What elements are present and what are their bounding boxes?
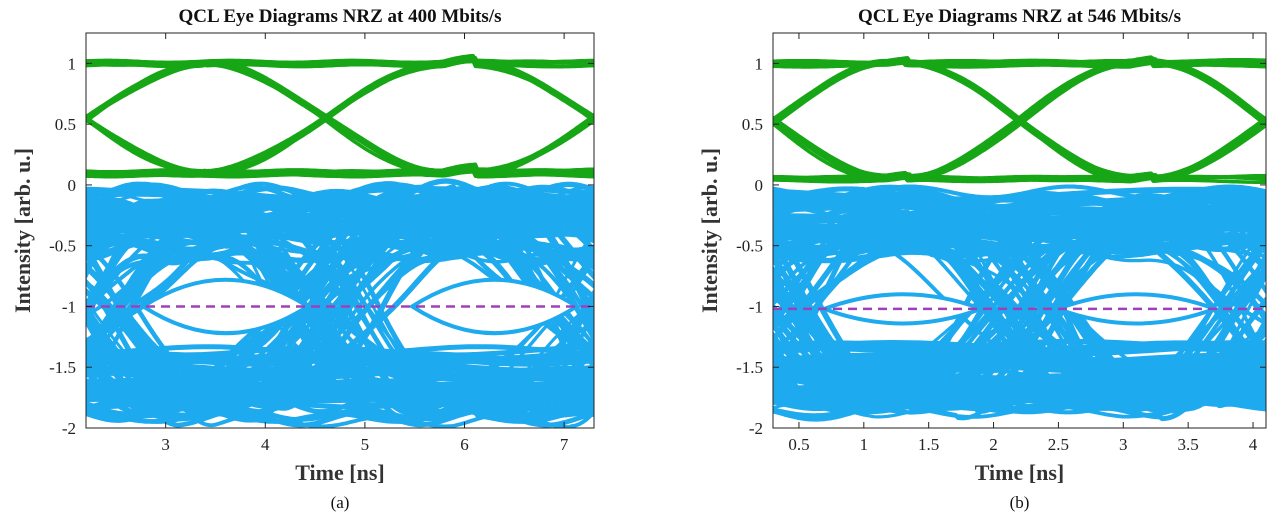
eye-trace-lower [86,213,594,229]
chart-b-svg: 0.5 1 1.5 2 2.5 3 3.5 4 1 0.5 0 -0.5 -1 -1.5 -2 QCL Eye… [697,6,1267,512]
x-tick-label: 3 [1119,435,1128,454]
plot-area [773,55,1266,422]
series-eye-upper [86,53,594,179]
chart-title: QCL Eye Diagrams NRZ at 400 Mbits/s [179,6,502,27]
y-tick-label: -1.5 [736,358,763,377]
y-tick-label: -2 [749,419,763,438]
eye-trace-upper [86,58,594,178]
eye-trace-lower [139,277,312,336]
eye-trace-lower [773,197,1266,213]
y-tick-label: 0.5 [742,115,763,134]
eye-trace-lower [773,214,1266,230]
eye-trace-upper [773,56,1266,179]
series-eye-upper [773,55,1266,184]
y-tick-label: -1 [62,297,76,316]
eye-trace-lower [86,200,594,407]
eye-trace-lower [86,242,594,254]
y-tick-label: -2 [62,419,76,438]
eye-trace-lower [773,360,1266,373]
eye-trace-lower [86,351,594,364]
eye-trace-upper [773,58,1266,180]
eye-trace-lower [86,383,594,397]
x-tick-label: 5 [361,435,370,454]
y-tick-label: -0.5 [49,237,76,256]
eye-trace-upper [773,56,1266,178]
x-axis-label: Time [ns] [975,460,1064,485]
chart-title: QCL Eye Diagrams NRZ at 546 Mbits/s [858,6,1181,27]
eye-trace-upper [773,60,1266,128]
chart-panel-b: 0.5 1 1.5 2 2.5 3 3.5 4 1 0.5 0 -0.5 -1 -1.5 -2 QCL Eye… [636,0,1272,520]
eye-trace-upper [773,61,1266,182]
eye-trace-lower [773,340,1266,353]
x-tick-label: 3.5 [1178,435,1199,454]
eye-trace-lower [86,195,594,211]
y-tick-label: 1 [755,54,764,73]
x-tick-label: 6 [460,435,469,454]
y-tick-label: -1 [749,297,763,316]
eye-trace-upper [773,56,1266,180]
panel-caption: (b) [1010,493,1030,512]
chart-panel-a: 3 4 5 6 7 1 0.5 0 -0.5 -1 -1.5 -2 QCL Eye Diagrams N… [10,6,595,512]
x-tick-label: 0.5 [788,435,809,454]
x-tick-label: 2.5 [1048,435,1069,454]
eye-trace-lower [773,338,1266,352]
eye-trace-upper [86,61,594,173]
eye-trace-lower [773,241,1266,343]
eye-trace-upper [86,55,594,120]
eye-trace-lower [86,376,594,389]
eye-trace-upper [86,117,594,177]
eye-trace-lower [86,314,594,428]
eye-trace-lower [408,277,581,336]
axes-frame [772,32,1267,429]
x-tick-label: 3 [161,435,170,454]
eye-trace-lower [773,355,1266,369]
eye-trace-lower [773,213,1266,229]
eye-trace-upper [773,59,1266,180]
plot-area [86,53,594,428]
y-tick-label: 0 [755,176,764,195]
panel-caption: (a) [331,493,350,512]
y-tick-label: 1 [68,54,77,73]
eye-trace-lower [773,195,1266,210]
x-tick-label: 1.5 [918,435,939,454]
eye-trace-lower [773,225,1266,241]
eye-trace-lower [773,388,1266,401]
eye-trace-lower [86,210,594,226]
eye-trace-upper [773,57,1266,124]
y-tick-label: 0.5 [55,115,76,134]
eye-trace-lower [818,292,987,326]
chart-a-svg: 3 4 5 6 7 1 0.5 0 -0.5 -1 -1.5 -2 QCL Eye Diagrams N… [10,6,595,512]
eye-trace-upper [773,118,1266,183]
axes-frame [85,32,595,429]
x-tick-label: 4 [261,435,270,454]
series-eye-lower [773,184,1266,422]
eye-trace-upper [773,115,1266,181]
eye-trace-lower [86,186,594,201]
x-tick-label: 4 [1249,435,1258,454]
eye-trace-upper [773,59,1266,184]
eye-trace-upper [773,59,1266,183]
eye-trace-upper [773,55,1266,183]
y-tick-label: -0.5 [736,237,763,256]
eye-trace-upper [773,58,1266,181]
y-tick-label: -1.5 [49,358,76,377]
eye-opening [824,294,982,324]
eye-trace-upper [773,57,1266,184]
eye-trace-lower [86,215,594,230]
eye-trace-lower [773,187,1266,203]
series-eye-lower [86,178,594,428]
x-tick-label: 2 [989,435,998,454]
y-axis-label: Intensity [arb. u.] [697,148,722,313]
eye-trace-upper [773,59,1266,180]
x-tick-label: 1 [860,435,869,454]
eye-trace-lower [86,360,594,373]
y-tick-label: 0 [68,176,77,195]
y-axis-label: Intensity [arb. u.] [10,148,35,313]
eye-trace-lower [773,375,1266,388]
x-tick-label: 7 [560,435,569,454]
x-axis-label: Time [ns] [295,460,384,485]
